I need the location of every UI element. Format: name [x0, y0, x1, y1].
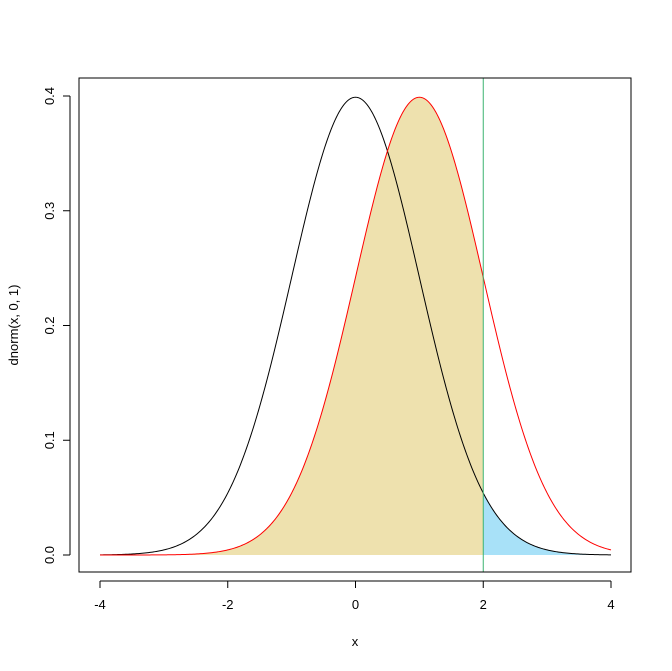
shaded-regions [100, 97, 611, 556]
y-axis: 0.0 0.1 0.2 0.3 0.4 [42, 87, 71, 564]
density-curve-1 [99, 96, 612, 556]
x-axis-label: x [352, 634, 359, 649]
x-tick-label: 2 [480, 597, 487, 612]
y-tick-label: 0.0 [42, 546, 57, 564]
density-curves [99, 96, 612, 556]
x-tick-label: -4 [94, 597, 106, 612]
y-tick-label: 0.2 [42, 316, 57, 334]
y-axis-label: dnorm(x, 0, 1) [6, 285, 21, 366]
plot-frame [78, 77, 632, 573]
shaded-region-2 [483, 493, 611, 555]
x-tick-label: 0 [352, 597, 359, 612]
y-tick-label: 0.1 [42, 431, 57, 449]
x-tick-label: -2 [222, 597, 234, 612]
density-curve-2 [100, 96, 612, 556]
x-axis: -4 -2 0 2 4 [94, 580, 615, 612]
y-tick-label: 0.4 [42, 87, 57, 105]
y-tick-label: 0.3 [42, 202, 57, 220]
shaded-region-1 [100, 97, 484, 556]
x-tick-label: 4 [607, 597, 614, 612]
